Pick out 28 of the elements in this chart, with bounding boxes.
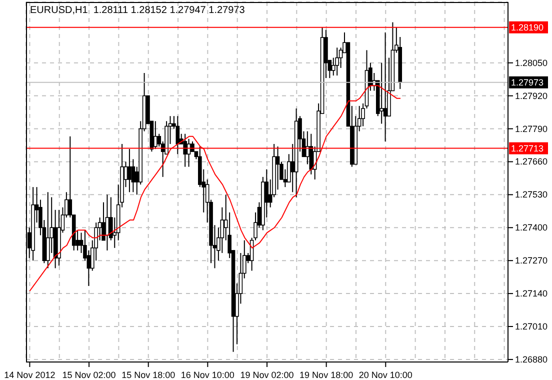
x-tick-label: 19 Nov 02:00 [240, 370, 294, 380]
candlestick [380, 62, 384, 124]
ref-line-label: 1.27973 [511, 77, 544, 88]
y-tick-label: 1.27660 [515, 156, 548, 167]
y-tick-label: 1.27140 [515, 288, 548, 299]
y-tick-label: 1.27920 [515, 90, 548, 101]
candlestick [46, 192, 50, 269]
x-tick-label: 20 Nov 10:00 [358, 370, 412, 380]
y-tick-label: 1.27790 [515, 124, 548, 134]
candlestick [128, 148, 132, 193]
candlestick [383, 32, 388, 142]
x-tick-label: 14 Nov 2012 [4, 370, 56, 380]
x-tick-label: 15 Nov 02:00 [62, 370, 116, 380]
candlestick [154, 120, 158, 150]
y-tick-label: 1.27270 [515, 256, 548, 266]
ref-line-label: 1.27713 [511, 143, 544, 154]
y-tick-label: 1.27400 [515, 222, 548, 233]
candlestick [335, 47, 339, 76]
chart-title: EURUSD,H1 1.28111 1.28152 1.27947 1.27973 [30, 5, 245, 16]
ref-line-label: 1.28190 [511, 22, 544, 32]
x-tick-label: 16 Nov 10:00 [180, 370, 234, 380]
x-tick-label: 19 Nov 18:00 [300, 370, 354, 380]
x-tick-label: 15 Nov 18:00 [122, 370, 176, 380]
y-tick-label: 1.26880 [515, 354, 548, 364]
y-tick-label: 1.28050 [515, 58, 548, 68]
y-tick-label: 1.27010 [515, 322, 548, 332]
candlestick [183, 133, 187, 168]
y-tick-label: 1.27530 [515, 190, 548, 200]
